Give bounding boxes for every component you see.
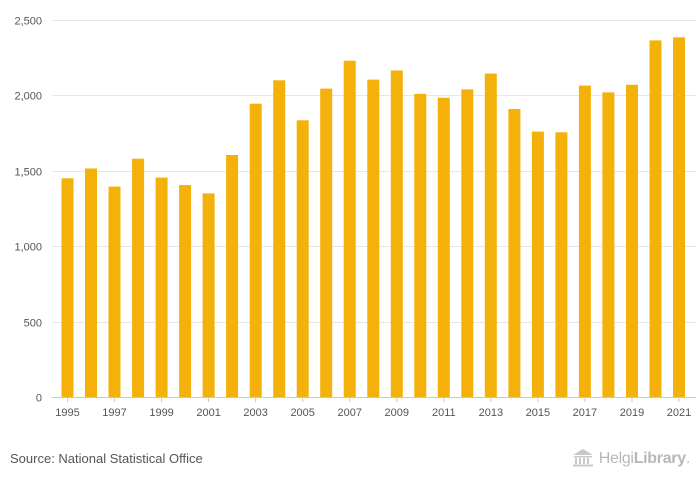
y-tick-label: 1,500 [14,167,42,179]
y-axis: 0 500 1,000 1,500 2,000 2,500 [14,16,42,405]
x-tick-label: 2011 [432,407,456,419]
bar-2004 [273,80,286,398]
bar-1995 [61,178,74,397]
x-tick-label: 2001 [196,407,220,419]
bar-series [61,37,685,398]
bar-2012 [461,89,474,398]
bar-2015 [531,131,544,397]
x-tick-label: 1997 [102,407,126,419]
bar-2017 [578,85,591,397]
bar-2001 [202,193,215,397]
bar-2016 [555,132,568,398]
library-building-icon [571,447,595,472]
bar-2003 [249,103,262,397]
brand-name-regular: Helgi [598,450,634,467]
bar-2020 [649,40,662,398]
bar-1996 [85,168,97,397]
bar-2009 [390,70,403,397]
x-tick-label: 2021 [667,407,691,419]
y-tick-label: 500 [24,318,42,330]
bar-2018 [602,92,615,398]
source-note: Source: National Statistical Office [10,451,203,466]
x-tick-label: 2009 [385,407,409,419]
brand-name: HelgiLibrary. [598,450,691,468]
y-tick-label: 2,000 [14,91,42,103]
bar-2000 [179,185,192,397]
bar-2011 [437,97,450,397]
bar-chart: 0 500 1,000 1,500 2,000 2,500 1995 1997 1999 200… [14,16,696,419]
bar-2006 [320,88,333,397]
bar-2013 [484,73,497,397]
bar-2014 [508,109,521,397]
bar-2007 [343,60,356,397]
x-tick-label: 1999 [149,407,173,419]
y-tick-label: 1,000 [14,242,42,254]
bar-2010 [414,93,427,398]
x-tick-label: 2003 [243,407,267,419]
x-tick-label: 2017 [573,407,597,419]
bar-1998 [132,158,145,397]
x-tick-label: 2007 [337,407,361,419]
bar-2019 [626,84,638,398]
x-tick-label: 2019 [620,407,644,419]
bar-2008 [367,79,380,397]
x-tick-label: 2005 [290,407,314,419]
brand-name-suffix: . [685,450,690,467]
x-tick-label: 1995 [55,407,79,419]
bar-1999 [155,177,168,397]
bar-2002 [226,155,239,397]
x-axis: 1995 1997 1999 2001 2003 2005 2007 2009 2011 2013… [55,397,691,419]
bar-2005 [296,120,309,398]
bar-2021 [673,37,685,398]
brand-name-bold: Library [633,450,686,467]
y-tick-label: 0 [36,393,42,405]
brand-logo: HelgiLibrary. [571,447,690,471]
x-tick-label: 2015 [526,407,550,419]
x-tick-label: 2013 [479,407,503,419]
y-tick-label: 2,500 [14,16,42,28]
bar-1997 [108,186,121,397]
